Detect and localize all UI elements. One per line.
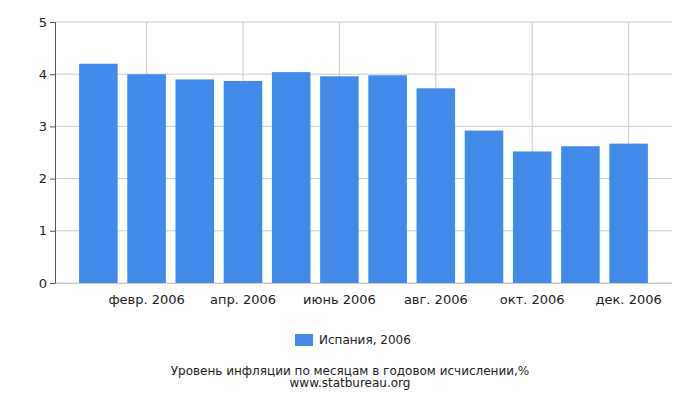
bar bbox=[320, 76, 359, 283]
chart: 0 1 2 3 4 5 февр. 2006 апр. 2006 июнь 2006 авг. 2… bbox=[0, 0, 700, 400]
grid bbox=[55, 22, 672, 283]
bars bbox=[79, 64, 648, 283]
bar bbox=[609, 144, 648, 283]
bar bbox=[127, 74, 166, 283]
y-tick: 0 bbox=[39, 276, 55, 291]
y-tick-mark bbox=[50, 126, 55, 127]
x-tick: авг. 2006 bbox=[404, 283, 468, 307]
legend-label: Испания, 2006 bbox=[319, 333, 411, 347]
y-tick-mark bbox=[50, 179, 55, 180]
y-tick-mark bbox=[50, 283, 55, 284]
x-tick-label: авг. 2006 bbox=[404, 292, 468, 307]
x-tick-label: окт. 2006 bbox=[500, 292, 565, 307]
y-tick: 2 bbox=[39, 171, 55, 186]
bar bbox=[79, 64, 118, 283]
y-axis-line bbox=[50, 23, 56, 284]
y-tick-mark bbox=[50, 22, 55, 23]
x-tick: дек. 2006 bbox=[596, 283, 662, 307]
y-tick-label: 1 bbox=[39, 223, 47, 238]
subtitle: www.statbureau.org bbox=[290, 376, 411, 390]
y-tick-label: 2 bbox=[39, 171, 47, 186]
bar bbox=[513, 151, 552, 283]
bar bbox=[224, 81, 263, 283]
x-tick-label: февр. 2006 bbox=[108, 292, 184, 307]
y-tick: 5 bbox=[39, 15, 55, 30]
bar bbox=[417, 88, 456, 283]
y-tick: 3 bbox=[39, 119, 55, 134]
y-tick-label: 3 bbox=[39, 119, 47, 134]
x-tick-label: июнь 2006 bbox=[303, 292, 376, 307]
x-axis: февр. 2006 апр. 2006 июнь 2006 авг. 2006 окт… bbox=[56, 283, 673, 307]
x-tick: окт. 2006 bbox=[500, 283, 565, 307]
x-tick-label: дек. 2006 bbox=[596, 292, 662, 307]
y-axis: 0 1 2 3 4 5 bbox=[39, 15, 56, 291]
y-tick-label: 0 bbox=[39, 276, 47, 291]
bar bbox=[176, 79, 215, 283]
x-tick: июнь 2006 bbox=[303, 283, 376, 307]
y-tick-label: 5 bbox=[39, 15, 47, 30]
y-tick-mark bbox=[50, 231, 55, 232]
grid-line-y bbox=[55, 22, 672, 23]
legend-swatch bbox=[295, 334, 313, 346]
bar bbox=[561, 146, 600, 283]
x-tick: апр. 2006 bbox=[210, 283, 276, 307]
y-tick: 4 bbox=[39, 67, 55, 82]
bar bbox=[368, 75, 407, 283]
x-tick-label: апр. 2006 bbox=[210, 292, 276, 307]
legend: Испания, 2006 bbox=[295, 333, 411, 347]
bar bbox=[465, 131, 504, 283]
plot: 0 1 2 3 4 5 февр. 2006 апр. 2006 июнь 2006 авг. 2… bbox=[39, 15, 673, 308]
y-tick-label: 4 bbox=[39, 67, 47, 82]
y-tick-mark bbox=[50, 74, 55, 75]
y-tick: 1 bbox=[39, 223, 55, 238]
x-tick: февр. 2006 bbox=[108, 283, 184, 307]
bar bbox=[272, 72, 311, 283]
x-axis-line bbox=[56, 283, 673, 284]
